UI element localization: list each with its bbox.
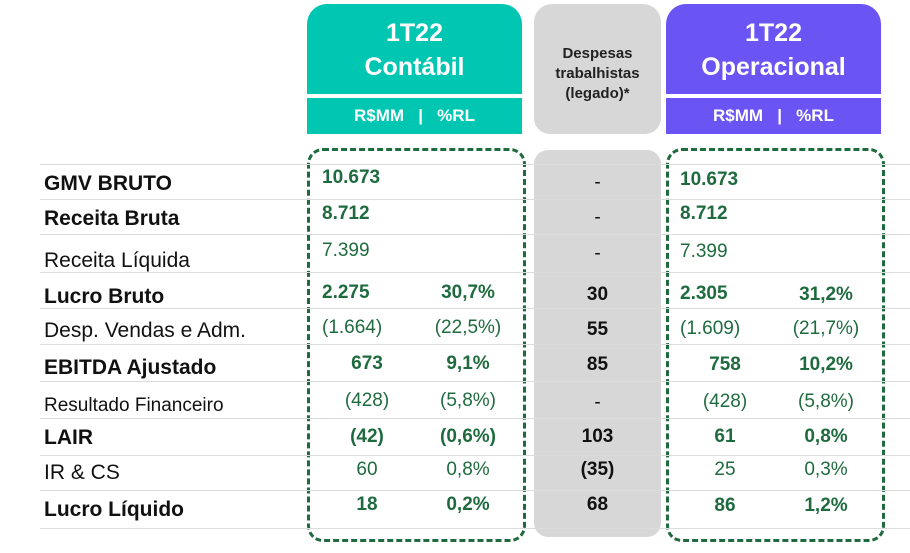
row-label-lucro-liquido: Lucro Líquido <box>44 498 184 521</box>
contabil-percent: 30,7% <box>441 282 495 303</box>
row-divider <box>40 234 910 235</box>
contabil-value: 10.673 <box>322 167 381 188</box>
operacional-subheader: R$MM | %RL <box>666 98 881 134</box>
contabil-value: (42) <box>350 426 384 447</box>
operacional-percent: (5,8%) <box>798 391 854 412</box>
contabil-percent: (5,8%) <box>440 390 496 411</box>
contabil-percent: 9,1% <box>446 353 490 374</box>
despesas-value: - <box>594 392 601 413</box>
row-label-lair: LAIR <box>44 426 93 449</box>
contabil-period: 1T22 <box>386 19 443 47</box>
row-label-lucro-bruto: Lucro Bruto <box>44 285 165 308</box>
contabil-dashed-frame <box>307 148 526 542</box>
operacional-value: 86 <box>714 495 736 516</box>
operacional-percent: 0,3% <box>804 459 848 480</box>
row-divider <box>40 308 910 309</box>
row-label-receita-liquida: Receita Líquida <box>44 249 190 272</box>
despesas-value: 103 <box>581 426 614 447</box>
contabil-value: 673 <box>351 353 383 374</box>
operacional-header: 1T22 Operacional <box>666 4 881 94</box>
operacional-dashed-frame <box>666 148 885 542</box>
despesas-value: 68 <box>586 494 609 515</box>
row-label-ir-cs: IR & CS <box>44 461 120 484</box>
despesas-header: Despesas trabalhistas (legado)* <box>534 4 661 134</box>
despesas-title: Despesas trabalhistas (legado)* <box>534 44 661 104</box>
contabil-subheader: R$MM | %RL <box>307 98 522 134</box>
operacional-percent: 10,2% <box>799 354 853 375</box>
row-divider <box>40 381 910 382</box>
operacional-value: 7.399 <box>680 241 728 262</box>
operacional-value: (428) <box>702 391 748 412</box>
contabil-value: 7.399 <box>322 240 370 261</box>
despesas-value: 55 <box>586 319 609 340</box>
contabil-value: 8.712 <box>322 203 370 224</box>
operacional-percent: 31,2% <box>799 284 853 305</box>
contabil-title: Contábil <box>364 53 465 81</box>
row-label-desp-vendas-adm: Desp. Vendas e Adm. <box>44 319 246 342</box>
despesas-column-band <box>534 150 661 537</box>
row-divider <box>40 418 910 419</box>
operacional-value: 8.712 <box>680 203 728 224</box>
despesas-value: (35) <box>580 459 615 480</box>
contabil-value: 18 <box>356 494 378 515</box>
row-divider <box>40 490 910 491</box>
operacional-value: 758 <box>709 354 741 375</box>
row-divider <box>40 164 910 165</box>
contabil-value: 2.275 <box>322 282 370 303</box>
contabil-value: 60 <box>356 459 378 480</box>
despesas-line-1: Despesas <box>562 45 633 62</box>
despesas-value: - <box>594 172 601 193</box>
contabil-percent: (0,6%) <box>440 426 496 447</box>
despesas-line-3: (legado)* <box>565 85 630 102</box>
operacional-value: 61 <box>714 426 736 447</box>
operacional-percent: 0,8% <box>804 426 848 447</box>
operacional-title: Operacional <box>701 53 846 81</box>
operacional-value: (1.609) <box>680 318 741 339</box>
operacional-percent: 1,2% <box>804 495 848 516</box>
contabil-value: (1.664) <box>322 317 383 338</box>
operacional-percent: (21,7%) <box>792 318 860 339</box>
row-divider <box>40 528 910 529</box>
row-divider <box>40 455 910 456</box>
row-label-resultado-financeiro: Resultado Financeiro <box>44 395 224 416</box>
contabil-value: (428) <box>344 390 390 411</box>
row-label-gmv-bruto: GMV BRUTO <box>44 172 172 195</box>
row-divider <box>40 272 910 273</box>
operacional-value: 2.305 <box>680 283 728 304</box>
contabil-header: 1T22 Contábil <box>307 4 522 94</box>
despesas-value: - <box>594 243 601 264</box>
operacional-period: 1T22 <box>745 19 802 47</box>
despesas-line-2: trabalhistas <box>555 65 640 82</box>
row-divider <box>40 199 910 200</box>
operacional-sub-label: R$MM | %RL <box>713 106 834 125</box>
contabil-percent: 0,2% <box>446 494 490 515</box>
operacional-value: 25 <box>714 459 736 480</box>
despesas-value: 85 <box>586 354 609 375</box>
row-label-receita-bruta: Receita Bruta <box>44 207 180 230</box>
row-label-ebitda-ajustado: EBITDA Ajustado <box>44 356 217 379</box>
contabil-percent: (22,5%) <box>434 317 502 338</box>
row-divider <box>40 344 910 345</box>
despesas-value: 30 <box>586 284 609 305</box>
contabil-sub-label: R$MM | %RL <box>354 106 475 125</box>
despesas-value: - <box>594 207 601 228</box>
operacional-value: 10.673 <box>680 169 739 190</box>
contabil-percent: 0,8% <box>446 459 490 480</box>
